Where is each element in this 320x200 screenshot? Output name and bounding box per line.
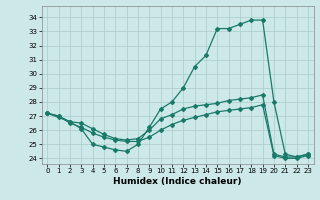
X-axis label: Humidex (Indice chaleur): Humidex (Indice chaleur): [113, 177, 242, 186]
